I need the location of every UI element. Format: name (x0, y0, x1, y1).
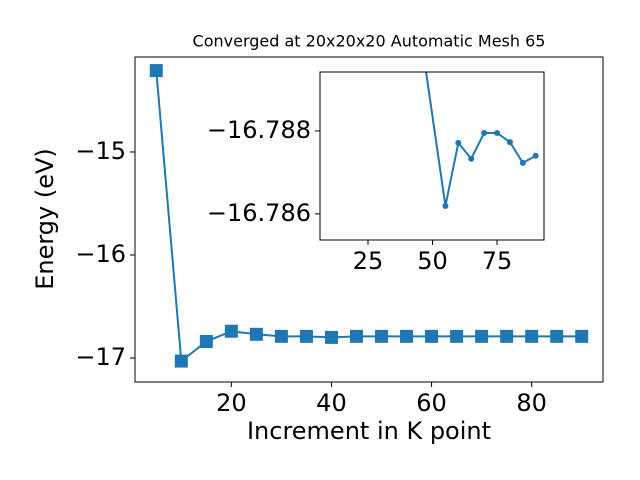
x-tick-label: 50 (417, 247, 448, 275)
marker (417, 24, 423, 30)
x-tick-label: 60 (416, 389, 447, 417)
x-tick-label: 75 (482, 247, 513, 275)
marker (400, 329, 414, 343)
marker (174, 354, 188, 368)
x-tick-label: 40 (316, 389, 347, 417)
marker (532, 152, 539, 159)
marker (450, 329, 464, 343)
marker (500, 329, 514, 343)
chart-title: Converged at 20x20x20 Automatic Mesh 65 (193, 32, 546, 51)
marker (481, 129, 488, 136)
marker (525, 329, 539, 343)
y-tick-label: −16 (75, 240, 126, 268)
marker (519, 159, 526, 166)
marker (274, 329, 288, 343)
marker (224, 324, 238, 338)
marker (550, 329, 564, 343)
marker (442, 202, 449, 209)
y-tick-label: −17 (75, 343, 126, 371)
x-tick-label: 80 (516, 389, 547, 417)
y-axis-label: Energy (eV) (31, 148, 59, 290)
marker (299, 329, 313, 343)
marker (249, 327, 263, 341)
x-tick-label: 20 (216, 389, 247, 417)
marker (149, 64, 163, 78)
marker (375, 329, 389, 343)
plot-area (320, 72, 544, 240)
marker (494, 129, 501, 136)
axes-frame (319, 71, 545, 241)
marker (349, 329, 363, 343)
y-tick-label: −16.788 (207, 116, 311, 144)
marker (506, 139, 513, 146)
x-tick-label: 25 (353, 247, 384, 275)
plot-series (149, 64, 589, 368)
marker (455, 139, 462, 146)
x-axis-label: Increment in K point (247, 417, 491, 445)
marker (324, 330, 338, 344)
marker (199, 335, 213, 349)
marker (425, 329, 439, 343)
marker (575, 329, 589, 343)
axes-frame (134, 56, 604, 383)
y-tick-label: −15 (75, 137, 126, 165)
marker (475, 329, 489, 343)
marker (468, 155, 475, 162)
plot-series (417, 24, 539, 209)
y-tick-label: −16.786 (207, 199, 311, 227)
